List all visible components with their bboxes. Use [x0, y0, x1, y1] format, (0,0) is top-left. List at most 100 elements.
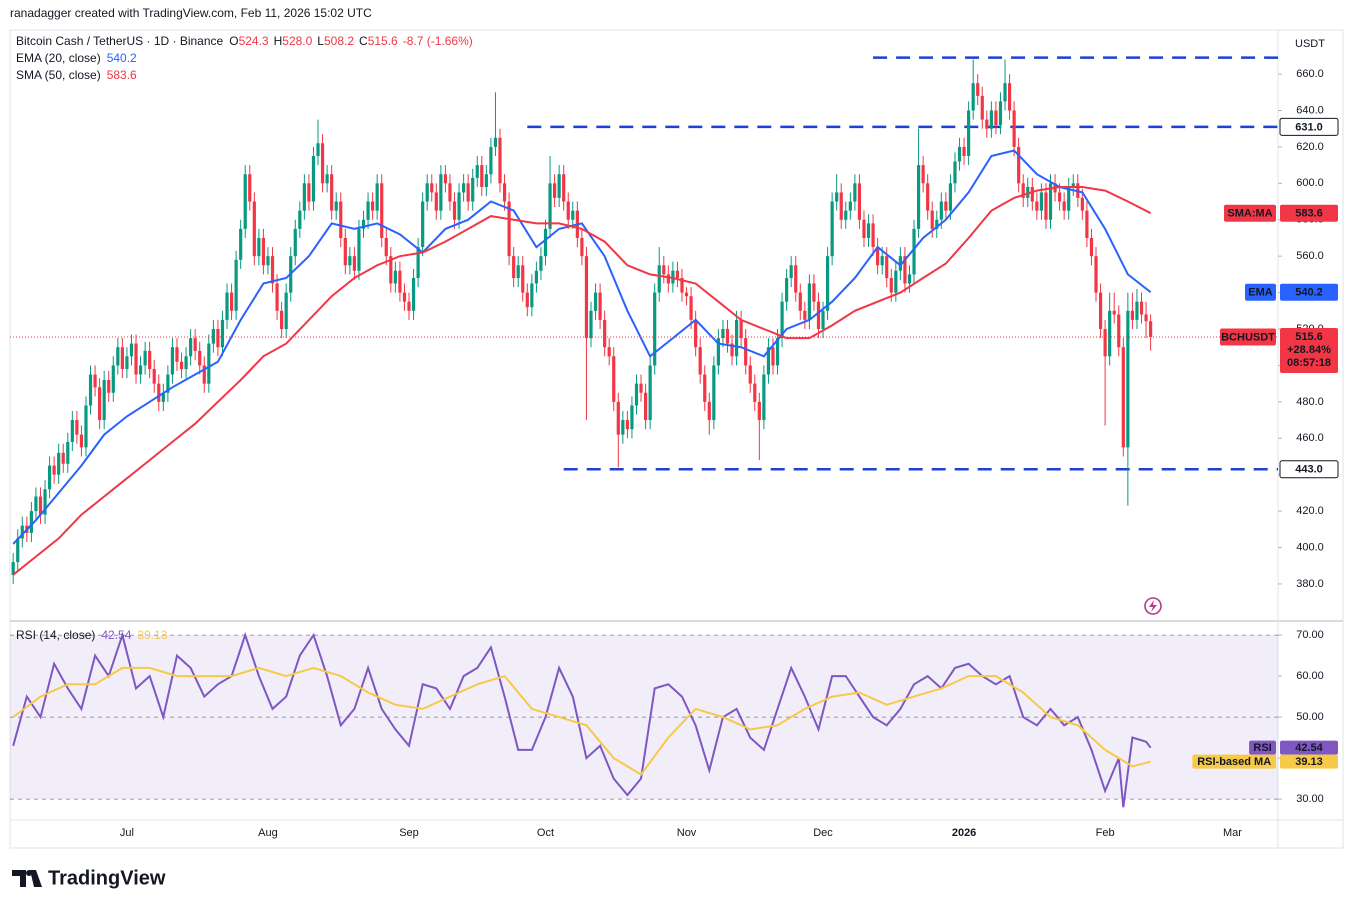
candle-body — [57, 452, 61, 475]
candle-body — [134, 343, 138, 375]
candle-body — [976, 83, 980, 96]
x-tick-label: 2026 — [952, 827, 976, 839]
candle-body — [921, 165, 925, 184]
candle-body — [261, 237, 266, 266]
legend-ohlc-key: L — [317, 34, 324, 48]
candle-body — [20, 525, 24, 539]
logo[interactable] — [12, 870, 42, 887]
candle-body — [648, 365, 652, 421]
candle-body — [666, 274, 670, 284]
candle-body — [593, 292, 598, 311]
candle-body — [452, 201, 457, 220]
series-line — [12, 186, 1152, 576]
candle-body — [598, 292, 602, 320]
candle-body — [129, 343, 134, 357]
candle-body — [466, 183, 470, 202]
series-line — [12, 631, 1152, 808]
candle-body — [293, 228, 297, 257]
candle-body — [398, 270, 402, 293]
candle-body — [193, 338, 197, 351]
series-badge-value-bg — [1280, 204, 1338, 222]
x-tick-label: Jul — [120, 827, 134, 839]
candle-body — [152, 369, 156, 384]
candle-body — [935, 219, 939, 229]
series-badge-value-bg — [1280, 754, 1338, 769]
candle-body — [1098, 292, 1103, 330]
legend-main: Bitcoin Cash / TetherUS · 1D · Binance O5… — [16, 34, 473, 48]
y-tick-label: 620.0 — [1296, 141, 1324, 153]
candle-body — [643, 392, 648, 421]
x-tick-label: Feb — [1096, 827, 1115, 839]
candle-body — [530, 283, 534, 308]
candle-body — [507, 201, 511, 257]
candle-body — [916, 165, 921, 229]
candle-body — [716, 338, 720, 366]
alert-icon[interactable] — [1144, 597, 1162, 615]
candle-body — [1094, 256, 1098, 293]
candle-body — [557, 174, 561, 198]
candle-body — [75, 420, 79, 435]
candle-body — [1126, 310, 1130, 448]
candle-body — [894, 270, 898, 293]
candle-body — [34, 496, 38, 512]
candle-body — [794, 265, 798, 293]
candle-body — [102, 379, 106, 421]
candle-body — [694, 319, 698, 348]
y-tick-label: 640.0 — [1296, 104, 1324, 116]
candle-body — [161, 392, 165, 402]
candle-body — [807, 283, 811, 320]
candle-body — [712, 365, 716, 421]
candle-body — [239, 228, 243, 260]
candle-body — [284, 292, 288, 330]
candle-body — [785, 278, 789, 302]
candle-body — [393, 270, 397, 284]
x-tick-label: Aug — [258, 827, 278, 839]
candle-body — [502, 183, 507, 202]
candle-body — [316, 143, 320, 157]
candle-body — [484, 174, 488, 187]
candle-body — [302, 183, 306, 211]
candle-body — [220, 319, 225, 348]
candle-body — [734, 319, 739, 357]
candle-body — [985, 119, 989, 129]
series-badge-value: 39.13 — [1295, 756, 1323, 768]
y-tick-label: 660.0 — [1296, 68, 1324, 80]
candle-body — [311, 156, 316, 202]
candle-body — [348, 256, 352, 266]
y-tick-label: 420.0 — [1296, 505, 1324, 517]
symbol-badge-label: BCHUSDT — [1221, 331, 1275, 343]
y-tick-label: 560.0 — [1296, 250, 1324, 262]
candle-body — [798, 292, 802, 311]
attribution: ranadagger created with TradingView.com,… — [10, 6, 372, 20]
series-line — [12, 149, 1152, 545]
candle-body — [876, 247, 880, 266]
candle-body — [275, 283, 279, 311]
y-tick-label: 460.0 — [1296, 432, 1324, 444]
candle-body — [889, 278, 893, 293]
candle-body — [953, 161, 957, 184]
candle-body — [1117, 314, 1121, 348]
candle-body — [320, 143, 325, 184]
y-tick-label: 30.00 — [1296, 793, 1324, 805]
candle-body — [675, 270, 680, 279]
candle-body — [1044, 192, 1048, 220]
candle-body — [766, 347, 771, 375]
candle-body — [1003, 83, 1007, 102]
legend-title: Bitcoin Cash / TetherUS · 1D · Binance — [16, 34, 224, 48]
candle-body — [757, 401, 761, 421]
candle-body — [1021, 183, 1025, 198]
candle-body — [857, 183, 862, 220]
symbol-badge-countdown: 08:57:18 — [1287, 357, 1331, 369]
candle-body — [721, 329, 725, 339]
level-badge-bg — [1279, 460, 1339, 479]
candle-body — [1062, 201, 1066, 211]
candle-body — [748, 365, 752, 384]
candle-body — [1048, 183, 1053, 220]
candle-body — [525, 292, 529, 308]
candle-body — [66, 441, 70, 464]
candle-body — [189, 338, 193, 357]
legend-ohlc-value: 528.0 — [282, 34, 312, 48]
candle-body — [844, 210, 848, 220]
